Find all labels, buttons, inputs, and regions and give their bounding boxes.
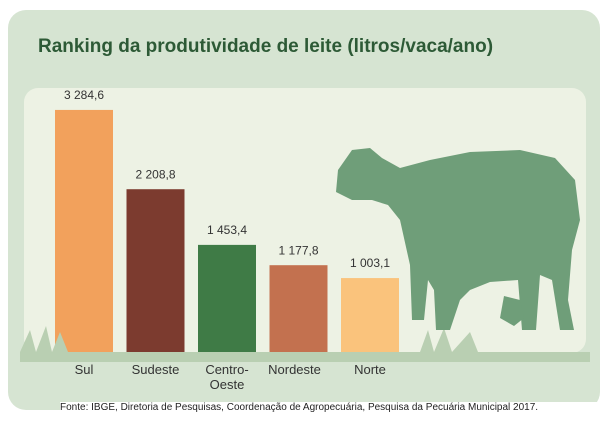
cow xyxy=(336,148,580,330)
bar xyxy=(198,244,256,352)
grass xyxy=(20,326,590,362)
value-label: 1 453,4 xyxy=(207,223,247,237)
category-label: Sudeste xyxy=(131,362,180,377)
category-label: Centro-Oeste xyxy=(205,362,249,392)
bar xyxy=(269,265,328,352)
bar xyxy=(126,189,185,352)
value-label: 1 177,8 xyxy=(278,243,318,257)
category-label: Nordeste xyxy=(268,362,321,377)
source: Fonte: IBGE, Diretoria de Pesquisas, Coo… xyxy=(60,402,600,413)
udder xyxy=(500,296,524,326)
chart-title: Ranking da produtividade de leite (litro… xyxy=(38,36,493,57)
bar xyxy=(55,109,113,352)
value-label: 2 208,8 xyxy=(135,167,175,181)
category-label: Sul xyxy=(74,362,94,377)
bar xyxy=(341,278,399,352)
value-label: 3 284,6 xyxy=(64,88,104,102)
category-label: Norte xyxy=(354,362,386,377)
value-label: 1 003,1 xyxy=(350,256,390,270)
